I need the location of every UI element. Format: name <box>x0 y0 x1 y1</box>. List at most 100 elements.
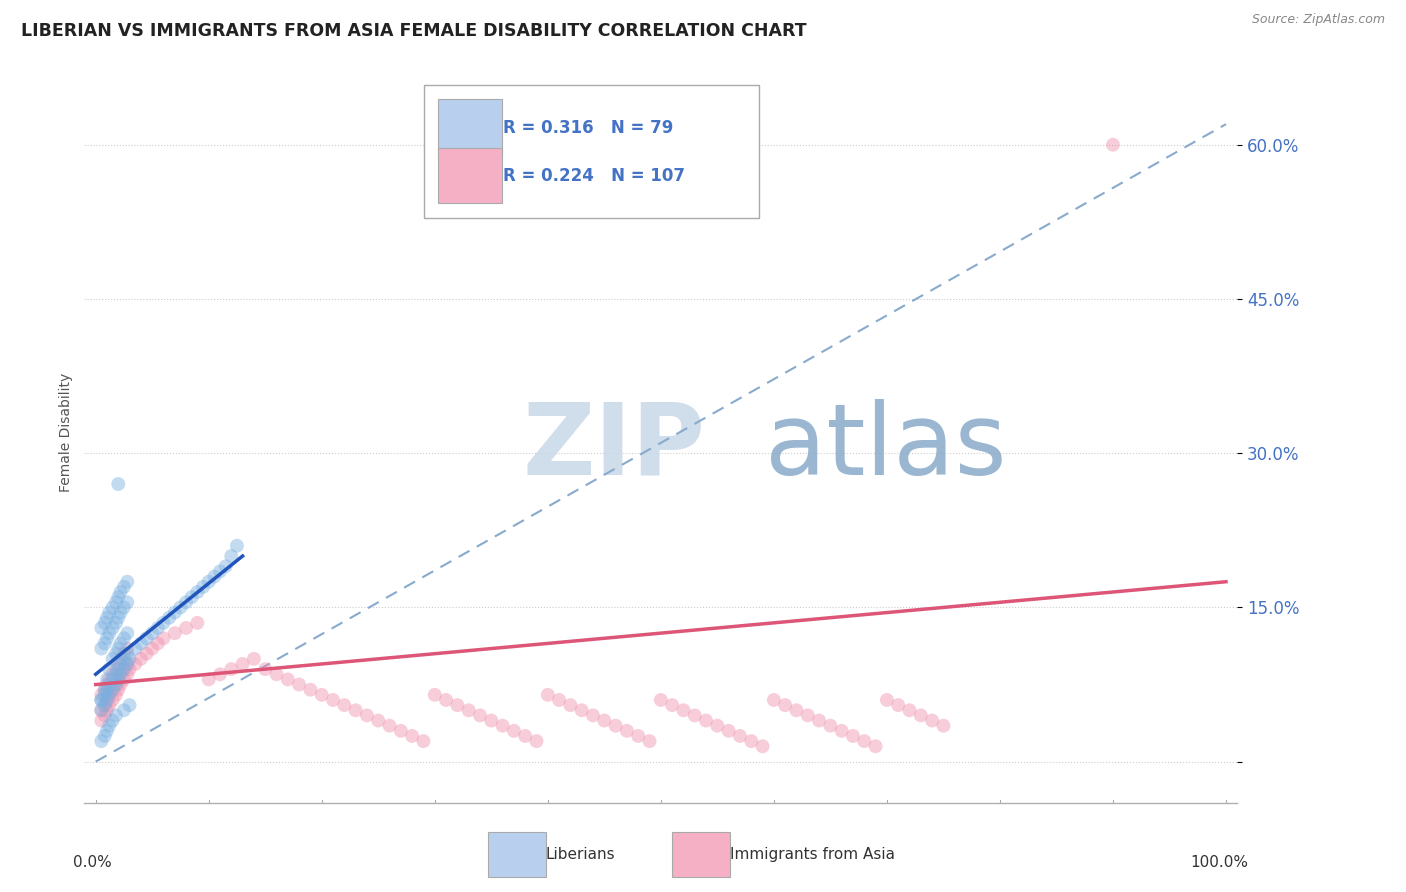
Point <box>434 693 457 707</box>
Point <box>110 667 132 681</box>
Point <box>593 714 616 728</box>
Point <box>107 590 129 604</box>
Point <box>401 729 423 743</box>
Point <box>112 600 135 615</box>
Point <box>112 703 135 717</box>
Point <box>221 662 243 676</box>
Point <box>129 652 152 666</box>
Point <box>221 549 243 563</box>
Point <box>356 708 378 723</box>
Point <box>186 585 208 599</box>
Point <box>650 693 672 707</box>
Point <box>412 734 434 748</box>
Point <box>491 719 513 733</box>
Point <box>105 595 128 609</box>
Point <box>526 734 548 748</box>
Point <box>90 714 112 728</box>
Point <box>101 714 124 728</box>
Point <box>90 621 112 635</box>
Point <box>605 719 627 733</box>
Point <box>110 652 132 666</box>
Point <box>288 677 311 691</box>
Point <box>93 615 115 630</box>
Point <box>831 723 853 738</box>
Point <box>90 703 112 717</box>
Point <box>627 729 650 743</box>
Point <box>548 693 571 707</box>
Point <box>1102 137 1125 152</box>
Point <box>515 729 537 743</box>
Point <box>163 626 186 640</box>
Point <box>169 600 191 615</box>
Point <box>124 657 146 671</box>
Text: ZIP: ZIP <box>523 399 706 496</box>
Point <box>105 708 128 723</box>
Point <box>110 606 132 620</box>
Point <box>638 734 661 748</box>
Point <box>107 682 129 697</box>
Point <box>762 693 785 707</box>
Point <box>107 673 129 687</box>
Point <box>101 667 124 681</box>
Point <box>96 723 118 738</box>
Point <box>146 621 169 635</box>
Point <box>117 641 139 656</box>
Point <box>208 565 231 579</box>
Point <box>110 657 132 671</box>
Point <box>921 714 943 728</box>
Point <box>96 673 118 687</box>
Point <box>117 647 139 661</box>
Point <box>226 539 249 553</box>
Point <box>277 673 299 687</box>
Point <box>112 580 135 594</box>
Point <box>174 621 197 635</box>
Point <box>93 698 115 712</box>
Text: 100.0%: 100.0% <box>1191 855 1249 870</box>
Point <box>797 708 820 723</box>
Point <box>117 657 139 671</box>
Point <box>117 574 139 589</box>
Point <box>107 657 129 671</box>
Point <box>243 652 266 666</box>
Point <box>197 574 219 589</box>
Point <box>98 688 121 702</box>
Point <box>174 595 197 609</box>
Point <box>90 688 112 702</box>
Point <box>110 636 132 650</box>
Point <box>93 688 115 702</box>
Point <box>457 703 479 717</box>
Y-axis label: Female Disability: Female Disability <box>59 373 73 492</box>
Point <box>117 657 139 671</box>
Point <box>695 714 717 728</box>
Point <box>98 626 121 640</box>
Point <box>683 708 706 723</box>
Point <box>706 719 728 733</box>
Point <box>672 703 695 717</box>
Point <box>107 611 129 625</box>
Text: 0.0%: 0.0% <box>73 855 111 870</box>
Point <box>446 698 468 712</box>
Point <box>751 739 773 754</box>
Point <box>152 615 174 630</box>
Point <box>107 673 129 687</box>
FancyBboxPatch shape <box>488 832 546 877</box>
Point <box>112 662 135 676</box>
Point <box>152 632 174 646</box>
Point <box>728 729 751 743</box>
Point <box>163 606 186 620</box>
Point <box>322 693 344 707</box>
Point <box>96 682 118 697</box>
Point <box>96 677 118 691</box>
Point <box>117 667 139 681</box>
Point <box>785 703 807 717</box>
Point <box>96 632 118 646</box>
Point <box>98 662 121 676</box>
Point <box>932 719 955 733</box>
Point <box>110 667 132 681</box>
Point <box>571 703 593 717</box>
Point <box>865 739 887 754</box>
Point <box>141 641 163 656</box>
Point <box>105 647 128 661</box>
Text: atlas: atlas <box>765 399 1007 496</box>
Text: Liberians: Liberians <box>546 847 616 863</box>
